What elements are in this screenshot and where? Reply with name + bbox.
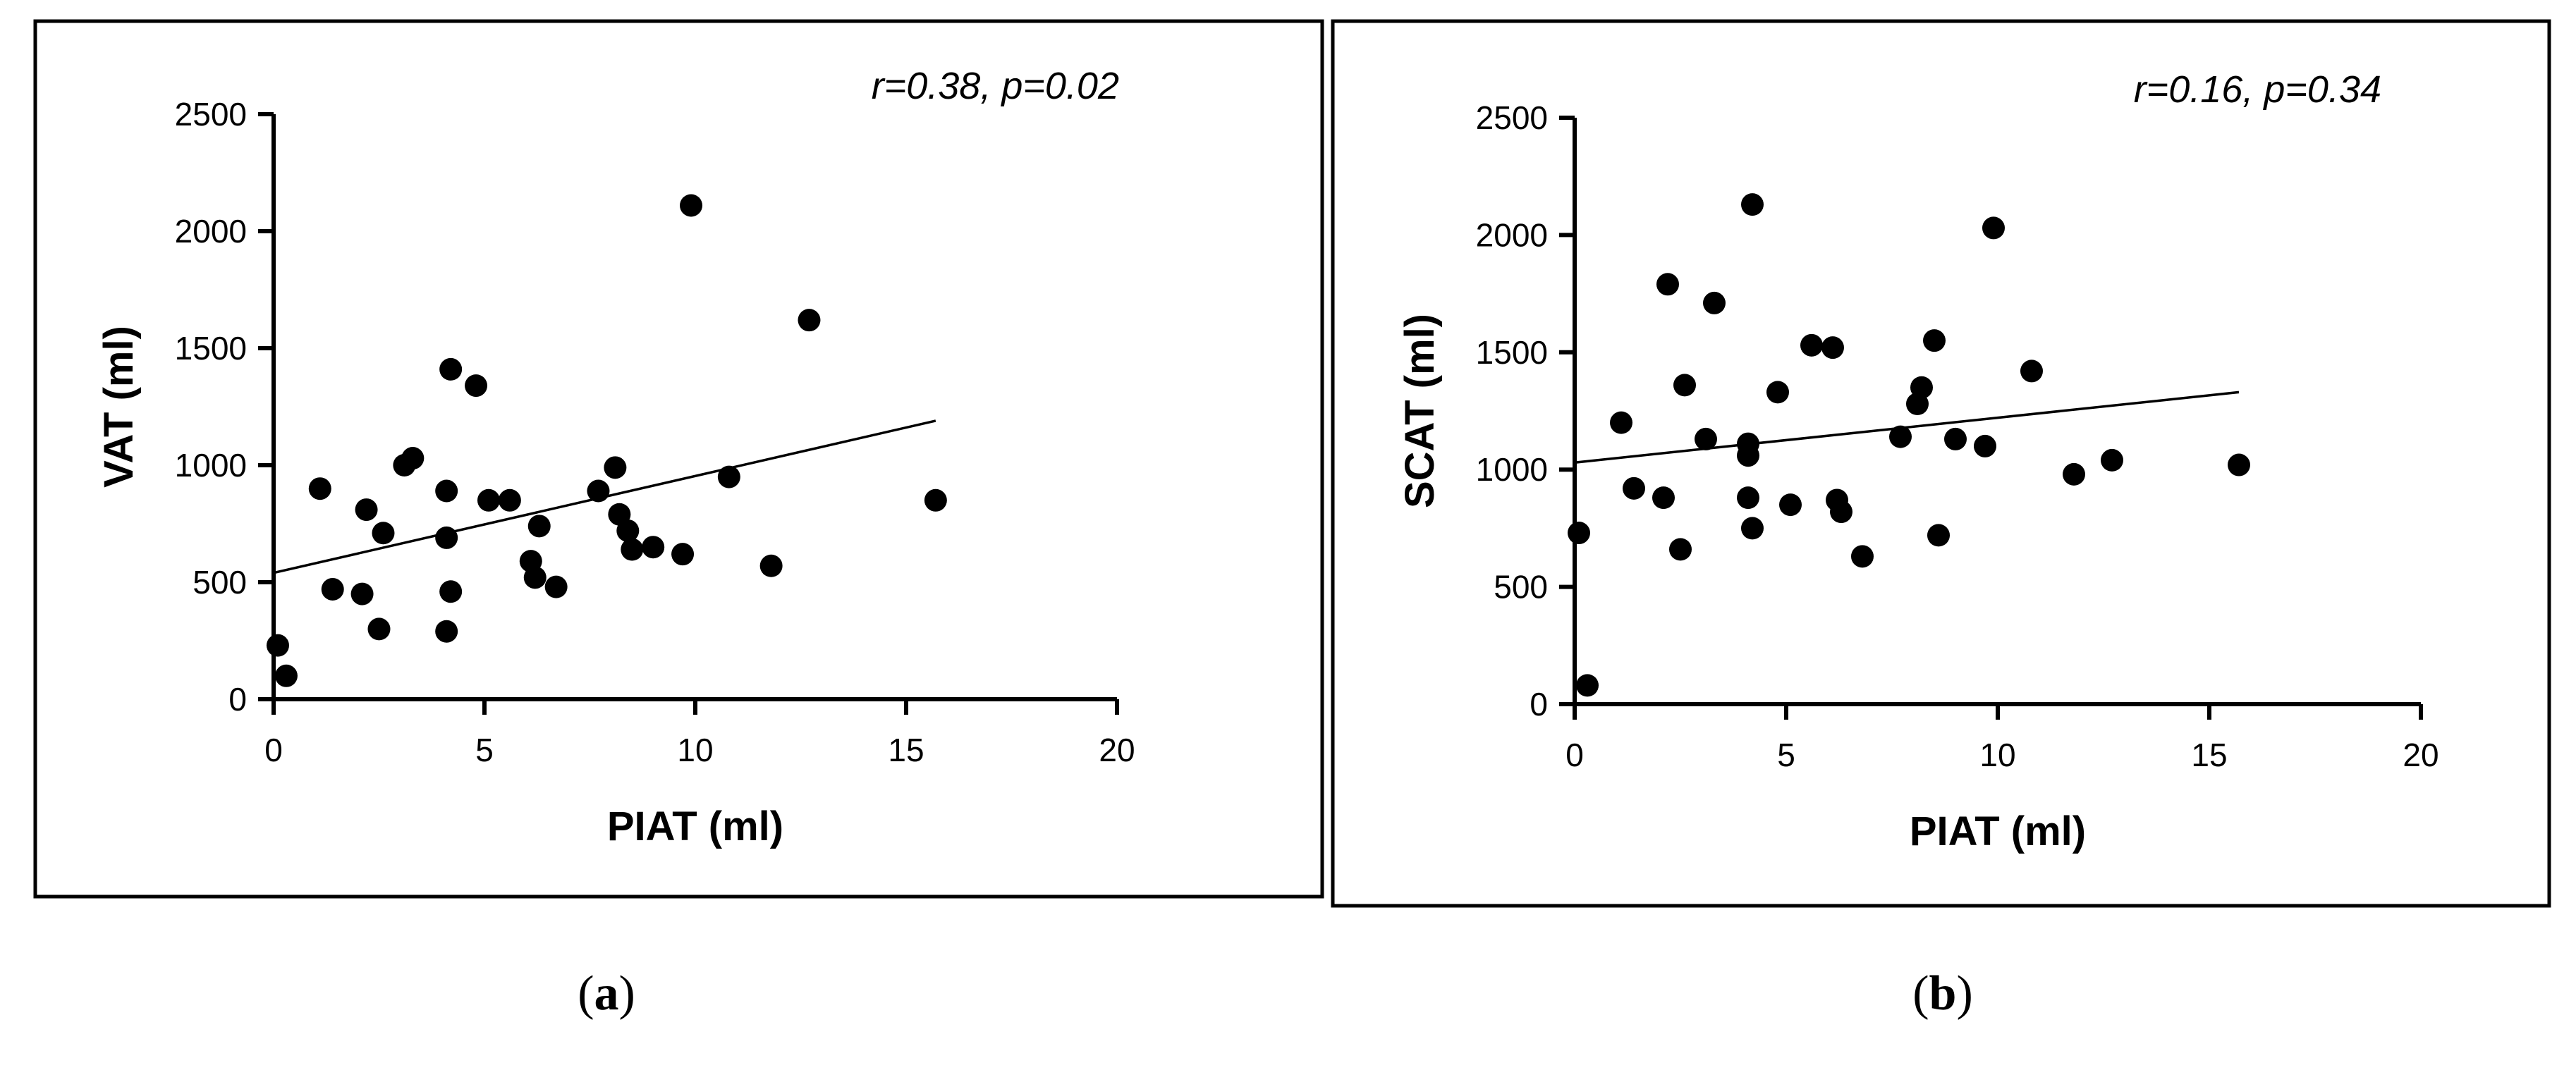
data-point [924,488,947,512]
data-point [2020,359,2043,383]
data-point [1741,517,1764,540]
data-point [527,515,551,538]
data-point [1673,374,1696,397]
data-point [1923,329,1946,352]
data-point [355,498,378,522]
y-tick-label: 500 [193,564,247,601]
x-tick-label: 20 [1099,732,1135,768]
regression-line [1574,391,2240,464]
x-tick-label: 5 [1777,737,1795,773]
data-point [465,374,488,398]
data-point [439,357,463,381]
y-tick-label: 2000 [175,213,247,250]
y-axis-label: VAT (ml) [96,326,142,488]
x-axis-label: PIAT (ml) [607,804,783,849]
data-point [1944,427,1967,450]
x-tick-label: 15 [2191,737,2227,773]
correlation-annotation: r=0.38, p=0.02 [872,65,1119,107]
data-point [798,309,821,332]
x-tick-label: 20 [2403,737,2438,773]
x-tick-label: 10 [677,732,713,768]
chart-panel-a: 0 5 10 15 20 0 500 1000 1500 2000 2500 PIAT (ml) VAT… [33,19,1324,899]
data-point [616,519,640,542]
panel-frame [1331,19,2551,908]
data-point [1830,500,1852,524]
data-point [1910,376,1933,399]
data-point [1851,545,1874,568]
x-tick-label: 5 [475,732,494,768]
data-point [308,477,331,500]
y-tick-label: 2000 [1476,216,1548,253]
data-point [2063,462,2085,486]
data-point [498,488,521,512]
y-tick-label: 2500 [1476,99,1548,136]
data-point [1889,425,1912,448]
data-point [477,488,500,512]
y-tick-label: 500 [1494,569,1548,605]
data-point [1652,486,1675,510]
data-point [2228,453,2250,476]
correlation-annotation: r=0.16, p=0.34 [2134,68,2381,111]
y-tick-label: 1000 [175,447,247,484]
panel-caption-b: (b) [1912,966,1973,1021]
data-point [2101,448,2123,472]
chart-panel-b: 0 5 10 15 20 0 500 1000 1500 2000 2500 PIAT (ml) SCA… [1331,19,2551,908]
y-tick-label: 1500 [1476,334,1548,371]
data-point [1779,493,1802,517]
data-point [1703,291,1726,314]
data-point [439,580,463,603]
data-point [1576,674,1599,697]
data-point [1623,476,1645,500]
data-point [367,617,391,641]
y-tick-label: 1000 [1476,451,1548,488]
data-point [1974,434,1996,457]
data-point [435,526,458,549]
data-point [266,634,289,657]
data-point [587,479,610,503]
x-axis-label: PIAT (ml) [1910,808,2086,854]
data-point [1982,216,2005,240]
data-point [717,465,740,488]
x-tick-label: 0 [1565,737,1584,773]
data-point [350,582,374,605]
y-tick-label: 1500 [175,330,247,367]
data-point [1737,486,1759,510]
data-point [759,554,783,577]
data-point [1695,427,1717,450]
data-point [1669,538,1692,561]
data-point [435,620,458,643]
data-point [372,522,395,545]
data-point [1568,522,1590,545]
data-point [680,194,703,217]
data-point [1656,273,1679,296]
data-point [671,543,695,566]
data-point [1766,381,1789,404]
x-tick-label: 15 [888,732,924,768]
data-point [523,566,547,589]
data-point [1737,444,1759,467]
y-axis-label: SCAT (ml) [1397,314,1443,508]
data-point [321,577,344,601]
data-point [1927,524,1950,547]
data-point [621,538,644,561]
data-point [1800,333,1823,357]
x-tick-label: 0 [264,732,283,768]
panel-caption-a: (a) [578,966,635,1021]
data-point [1610,411,1632,434]
data-point [604,456,627,479]
y-tick-label: 0 [228,681,247,718]
data-point [642,536,665,559]
data-point [401,447,425,470]
data-point [1821,336,1844,359]
y-tick-label: 2500 [175,96,247,133]
data-point [435,479,458,503]
data-point [274,664,298,687]
data-point [544,575,568,598]
x-tick-label: 10 [1979,737,2015,773]
data-point [1741,193,1764,216]
panel-frame [33,19,1324,899]
y-tick-label: 0 [1530,686,1548,722]
